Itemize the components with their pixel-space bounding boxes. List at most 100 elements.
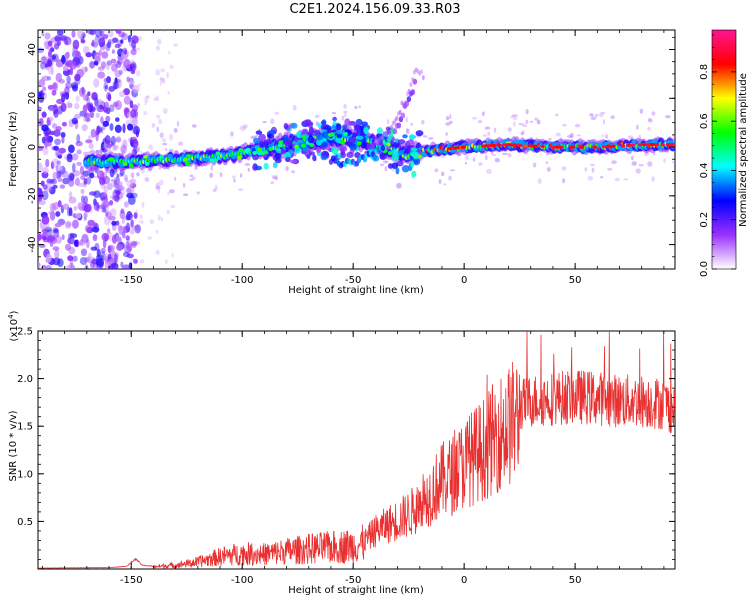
noise-blob [49, 202, 56, 212]
noise-blob [130, 219, 134, 228]
trace-blob [274, 152, 282, 159]
noise-blob [112, 101, 119, 108]
halo-dot [438, 179, 442, 184]
noise-blob [38, 262, 41, 268]
halo-dot [423, 135, 428, 138]
halo-dot [590, 116, 597, 120]
trace-blob [331, 124, 337, 130]
halo-dot [112, 147, 117, 151]
trace-blob [312, 154, 317, 162]
halo-dot [638, 164, 644, 167]
noise-blob [72, 162, 76, 173]
x-tick-label: -150 [120, 275, 143, 286]
trace-blob [268, 129, 277, 135]
halo-dot [182, 193, 189, 197]
halo-dot [212, 188, 217, 192]
noise-blob [130, 109, 137, 118]
halo-dot [255, 134, 258, 137]
x-tick-label: 0 [461, 575, 467, 586]
halo-dot [174, 176, 177, 181]
trace-blob [398, 139, 406, 145]
halo-dot [518, 123, 524, 126]
noise-blob [89, 172, 95, 179]
halo-dot [291, 170, 295, 174]
trace-blob [263, 162, 269, 170]
noise-blob [122, 139, 128, 150]
noise-blob [59, 184, 66, 189]
noise-blob [47, 138, 52, 147]
noise-blob [104, 101, 109, 109]
halo-dot [421, 120, 425, 125]
noise-blob [160, 217, 164, 222]
noise-blob [114, 187, 122, 195]
noise-blob [84, 104, 90, 111]
noise-blob [112, 80, 120, 90]
trace-blob [379, 153, 387, 160]
noise-blob [40, 76, 44, 85]
noise-blob [165, 259, 168, 264]
halo-dot [315, 114, 320, 118]
branch-blob [409, 82, 413, 88]
noise-blob [75, 95, 80, 103]
noise-blob [42, 235, 47, 240]
noise-blob [38, 146, 44, 151]
halo-dot [169, 189, 175, 194]
noise-blob [60, 132, 66, 138]
halo-dot [262, 121, 267, 123]
trace-blob [331, 146, 339, 155]
noise-blob [105, 115, 111, 123]
noise-blob [168, 50, 171, 55]
hot-spot [410, 152, 415, 157]
halo-dot [156, 126, 160, 133]
figure-title: C2E1.2024.156.09.33.R03 [289, 2, 461, 17]
trace-blob [370, 142, 375, 149]
trace-blob [254, 165, 263, 171]
noise-blob [133, 240, 141, 246]
noise-blob [65, 81, 72, 89]
halo-dot [165, 147, 168, 152]
noise-blob [58, 147, 66, 154]
noise-blob [123, 58, 131, 69]
noise-blob [85, 139, 93, 144]
noise-blob [122, 123, 126, 134]
noise-blob [102, 200, 107, 206]
noise-blob [42, 86, 47, 92]
halo-dot [486, 168, 492, 175]
trace-blob [253, 137, 260, 144]
halo-dot [478, 119, 483, 124]
halo-dot [449, 169, 456, 172]
halo-dot [472, 157, 476, 162]
halo-dot [100, 185, 106, 190]
halo-dot [396, 182, 402, 189]
noise-blob [122, 231, 126, 239]
x-tick-label: -150 [120, 575, 143, 586]
noise-blob [155, 249, 160, 255]
noise-blob [123, 201, 129, 208]
noise-blob [42, 167, 49, 174]
hot-spot [550, 145, 556, 149]
noise-blob [68, 207, 73, 217]
halo-dot [379, 163, 384, 166]
hot-spot [630, 143, 635, 147]
noise-blob [133, 258, 138, 264]
halo-dot [384, 166, 388, 172]
noise-blob [131, 84, 140, 94]
noise-blob [45, 182, 53, 193]
branch-blob [380, 145, 386, 152]
halo-dot [507, 127, 512, 133]
halo-dot [532, 162, 537, 168]
noise-blob [38, 47, 44, 53]
noise-blob [81, 124, 88, 132]
trace-blob [360, 142, 366, 149]
trace-blob [308, 126, 314, 135]
noise-blob [116, 243, 124, 252]
trace-blob [313, 129, 321, 135]
noise-blob [107, 245, 111, 254]
noise-blob [148, 144, 154, 151]
noise-blob [101, 232, 110, 242]
noise-blob [166, 209, 170, 215]
halo-dot [191, 176, 196, 180]
noise-blob [69, 257, 74, 267]
noise-blob [41, 215, 50, 225]
halo-dot [555, 132, 561, 137]
